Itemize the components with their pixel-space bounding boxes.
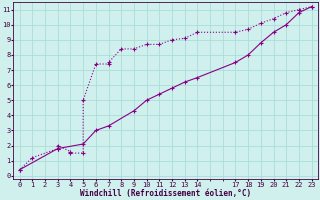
X-axis label: Windchill (Refroidissement éolien,°C): Windchill (Refroidissement éolien,°C) (80, 189, 251, 198)
